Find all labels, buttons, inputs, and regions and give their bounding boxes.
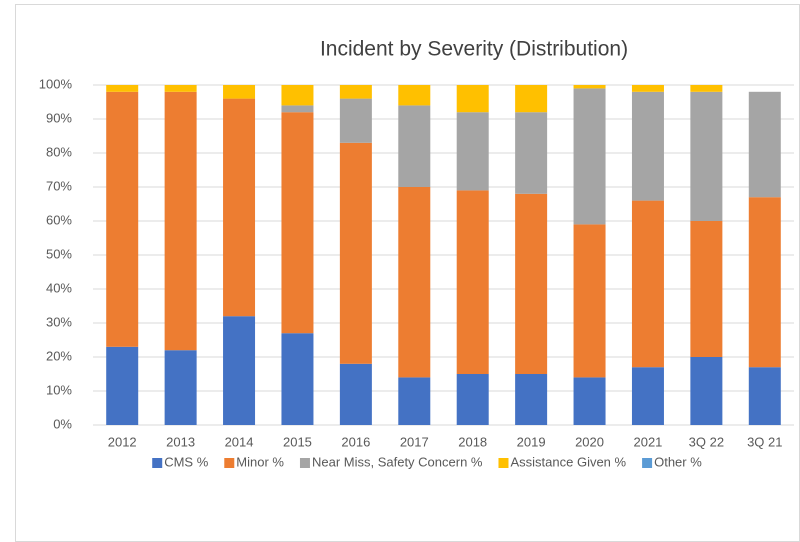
bar-segment — [281, 112, 314, 334]
bar-segment — [690, 221, 723, 357]
bar-segment — [515, 193, 548, 374]
bar-segment — [398, 377, 431, 425]
bar-segment — [223, 316, 256, 425]
y-tick-label: 40% — [46, 280, 72, 295]
bar-segment — [223, 85, 256, 99]
bar-segment — [398, 85, 431, 106]
bar-segment — [398, 187, 431, 378]
bar-segment — [631, 200, 664, 368]
bar-segment — [456, 85, 489, 113]
legend-label: CMS % — [164, 454, 209, 469]
x-tick-label: 2019 — [517, 434, 546, 449]
x-tick-label: 2021 — [633, 434, 662, 449]
bar-segment — [573, 224, 606, 378]
legend-swatch — [642, 458, 653, 468]
y-tick-label: 50% — [46, 246, 72, 261]
bar-segment — [515, 374, 548, 425]
y-tick-label: 10% — [46, 382, 72, 397]
bar-segment — [456, 112, 489, 191]
legend-swatch — [498, 458, 509, 468]
legend-label: Other % — [654, 454, 702, 469]
bar-segment — [223, 98, 256, 317]
y-tick-label: 0% — [53, 416, 72, 431]
bar-segment — [164, 91, 197, 351]
bar-segment — [690, 357, 723, 425]
bar-segment — [631, 91, 664, 201]
bar-segment — [281, 333, 314, 425]
bar-segment — [164, 350, 197, 425]
legend-swatch — [224, 458, 235, 468]
x-tick-label: 2020 — [575, 434, 604, 449]
legend-label: Near Miss, Safety Concern % — [312, 454, 483, 469]
bar-segment — [690, 91, 723, 221]
bar-segment — [515, 112, 548, 194]
x-tick-label: 3Q 22 — [689, 434, 724, 449]
bar-segment — [748, 91, 781, 198]
bar-segment — [631, 85, 664, 92]
bar-segment — [398, 105, 431, 187]
y-tick-label: 30% — [46, 314, 72, 329]
bar-segment — [339, 98, 372, 143]
bar-segment — [631, 367, 664, 425]
y-tick-label: 60% — [46, 212, 72, 227]
bar-segment — [339, 363, 372, 425]
x-tick-label: 2016 — [341, 434, 370, 449]
legend-label: Assistance Given % — [510, 454, 626, 469]
x-tick-label: 2012 — [108, 434, 137, 449]
y-tick-label: 70% — [46, 178, 72, 193]
bar-segment — [281, 85, 314, 106]
x-tick-label: 2018 — [458, 434, 487, 449]
bar-segment — [164, 85, 197, 92]
bar-segment — [515, 85, 548, 113]
x-tick-label: 2017 — [400, 434, 429, 449]
y-tick-label: 20% — [46, 348, 72, 363]
bar-segment — [281, 105, 314, 113]
legend-swatch — [152, 458, 163, 468]
legend-swatch — [299, 458, 310, 468]
legend-label: Minor % — [236, 454, 284, 469]
x-tick-label: 2013 — [166, 434, 195, 449]
x-tick-label: 3Q 21 — [747, 434, 782, 449]
bar-segment — [748, 197, 781, 368]
bar-segment — [573, 88, 606, 225]
bar-segment — [339, 142, 372, 364]
y-tick-label: 80% — [46, 144, 72, 159]
bar-segment — [573, 377, 606, 425]
chart-title: Incident by Severity (Distribution) — [320, 38, 628, 61]
x-tick-label: 2015 — [283, 434, 312, 449]
bar-segment — [106, 85, 139, 92]
y-tick-label: 100% — [39, 76, 73, 91]
bar-segment — [339, 85, 372, 99]
bar-segment — [748, 367, 781, 425]
y-tick-label: 90% — [46, 110, 72, 125]
bar-segment — [456, 190, 489, 374]
bar-segment — [106, 91, 139, 347]
x-tick-label: 2014 — [225, 434, 254, 449]
bar-segment — [456, 374, 489, 425]
bar-segment — [573, 85, 606, 89]
bar-segment — [106, 346, 139, 425]
bar-segment — [690, 85, 723, 92]
